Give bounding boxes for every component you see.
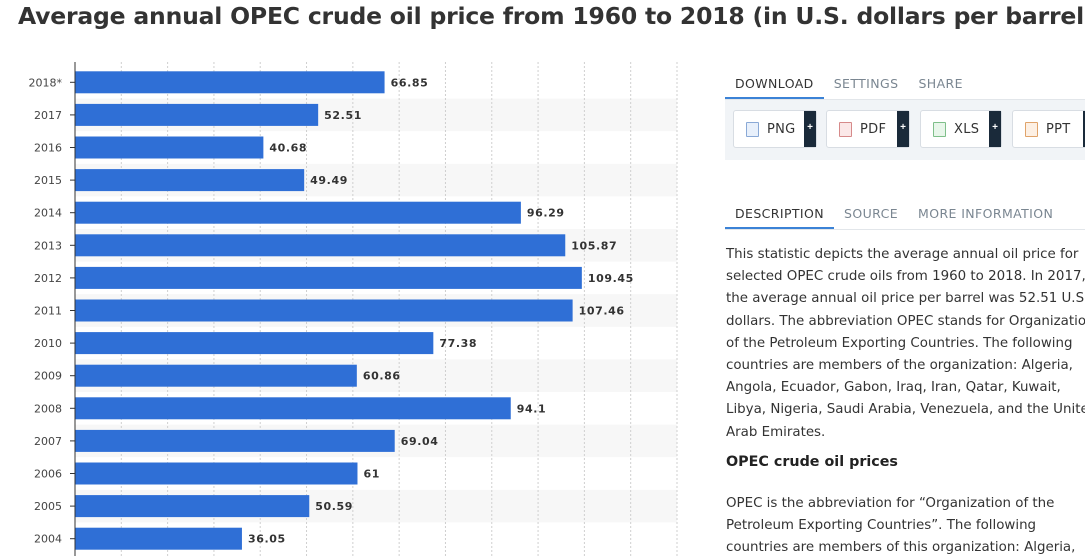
tab-source[interactable]: SOURCE (844, 206, 899, 221)
bar (75, 332, 434, 355)
data-label: 69.04 (401, 435, 439, 448)
y-tick-label: 2005 (34, 500, 62, 513)
bar (75, 266, 582, 289)
y-tick-label: 2017 (34, 109, 62, 122)
data-label: 52.51 (324, 109, 362, 122)
y-tick-label: 2011 (34, 305, 62, 318)
data-label: 61 (363, 468, 380, 481)
data-label: 36.05 (248, 533, 286, 546)
y-tick-label: 2007 (34, 435, 62, 448)
tab-settings[interactable]: SETTINGS (833, 76, 899, 91)
download-ppt-button[interactable]: PPT + (1012, 110, 1085, 148)
tab-download[interactable]: DOWNLOAD (725, 64, 824, 99)
data-label: 94.1 (517, 402, 547, 415)
chart-title: Average annual OPEC crude oil price from… (18, 2, 1085, 30)
data-label: 77.38 (439, 337, 477, 350)
data-label: 60.86 (363, 370, 401, 383)
xls-options-plus[interactable]: + (989, 111, 1001, 147)
y-tick-label: 2008 (34, 402, 62, 415)
bar (75, 71, 385, 94)
bar (75, 299, 573, 322)
bar (75, 234, 566, 257)
bar (75, 169, 305, 192)
bar (75, 136, 264, 159)
png-file-icon (746, 121, 759, 137)
data-label: 49.49 (310, 174, 348, 187)
download-xls-label: XLS (954, 121, 980, 137)
y-tick-label: 2009 (34, 370, 62, 383)
download-xls-button[interactable]: XLS + (920, 110, 1002, 148)
description-heading: OPEC crude oil prices (726, 453, 898, 470)
pdf-options-plus[interactable]: + (897, 111, 909, 147)
pdf-file-icon (839, 121, 852, 137)
data-label: 66.85 (391, 76, 429, 89)
description-paragraph: This statistic depicts the average annua… (726, 247, 1085, 440)
y-tick-label: 2016 (34, 142, 62, 155)
download-pdf-label: PDF (860, 121, 887, 137)
info-tabs: DESCRIPTION SOURCE MORE INFORMATION (725, 194, 1085, 230)
tab-more-information[interactable]: MORE INFORMATION (918, 206, 1054, 221)
bar (75, 527, 242, 550)
data-label: 40.68 (269, 142, 307, 155)
description-text: This statistic depicts the average annua… (726, 244, 1085, 560)
y-tick-label: 2014 (34, 207, 62, 220)
png-options-plus[interactable]: + (804, 111, 816, 147)
download-png-label: PNG (767, 121, 796, 137)
tab-share[interactable]: SHARE (918, 76, 963, 91)
xls-file-icon (933, 121, 946, 137)
y-tick-label: 2015 (34, 174, 62, 187)
download-bar: PNG + PDF + XLS + PPT + (725, 100, 1085, 160)
ppt-options-plus[interactable]: + (1083, 111, 1085, 147)
y-tick-label: 2010 (34, 337, 62, 350)
download-png-button[interactable]: PNG + (733, 110, 817, 148)
download-ppt-label: PPT (1046, 121, 1071, 137)
bar (75, 201, 521, 224)
data-label: 107.46 (579, 305, 625, 318)
tab-description[interactable]: DESCRIPTION (725, 194, 835, 229)
bar (75, 462, 358, 485)
ppt-file-icon (1025, 121, 1038, 137)
data-label: 96.29 (527, 207, 565, 220)
bar (75, 495, 310, 518)
download-panel: DOWNLOAD SETTINGS SHARE PNG + PDF + XLS … (725, 64, 1085, 230)
y-tick-label: 2013 (34, 239, 62, 252)
y-tick-label: 2018* (29, 76, 63, 89)
bar-chart: 2018* 66.85 2017 52.51 2016 40.68 2015 49.49 201… (29, 62, 678, 556)
data-label: 105.87 (571, 239, 617, 252)
data-label: 50.59 (315, 500, 353, 513)
description-paragraph-2: OPEC is the abbreviation for “Organizati… (726, 496, 1076, 556)
y-tick-label: 2012 (34, 272, 62, 285)
bar (75, 397, 511, 420)
download-tabs: DOWNLOAD SETTINGS SHARE (725, 64, 1085, 100)
y-tick-label: 2004 (34, 533, 62, 546)
bar (75, 103, 319, 126)
download-pdf-button[interactable]: PDF + (826, 110, 910, 148)
y-tick-label: 2006 (34, 468, 62, 481)
bar (75, 429, 395, 452)
bar (75, 364, 357, 387)
data-label: 109.45 (588, 272, 634, 285)
